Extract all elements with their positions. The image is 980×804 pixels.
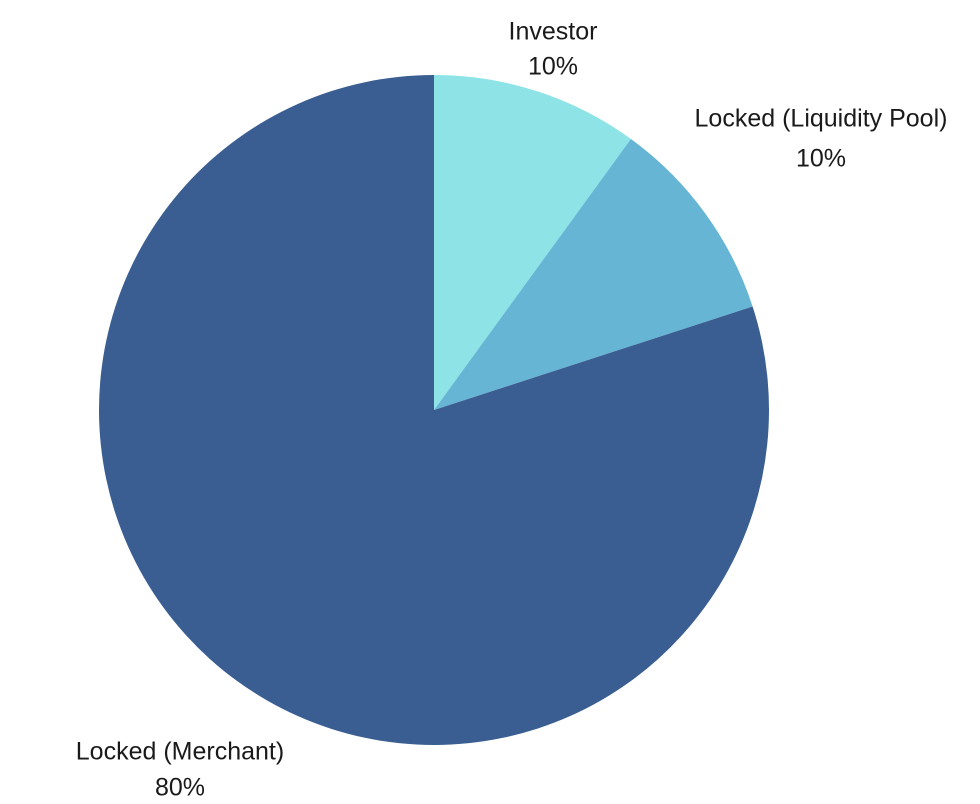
pie-labels: Investor 10% Locked (Liquidity Pool) 10% Loc… (76, 18, 948, 802)
pie-slice-locked-liquidity-pool (434, 138, 753, 410)
slice-label-locked-merchant: Locked (Merchant) (76, 738, 284, 766)
pie-slices (98, 75, 769, 745)
pie-slice-locked-merchant (98, 75, 769, 745)
slice-label-locked-liquidity-pool: Locked (Liquidity Pool) (695, 105, 948, 133)
slice-label-investor: Investor (509, 18, 598, 46)
slice-percent-investor: 10% (528, 53, 578, 81)
slice-percent-locked-merchant: 80% (155, 774, 205, 802)
slice-percent-locked-liquidity-pool: 10% (796, 145, 846, 173)
pie-slice-investor (434, 75, 631, 410)
